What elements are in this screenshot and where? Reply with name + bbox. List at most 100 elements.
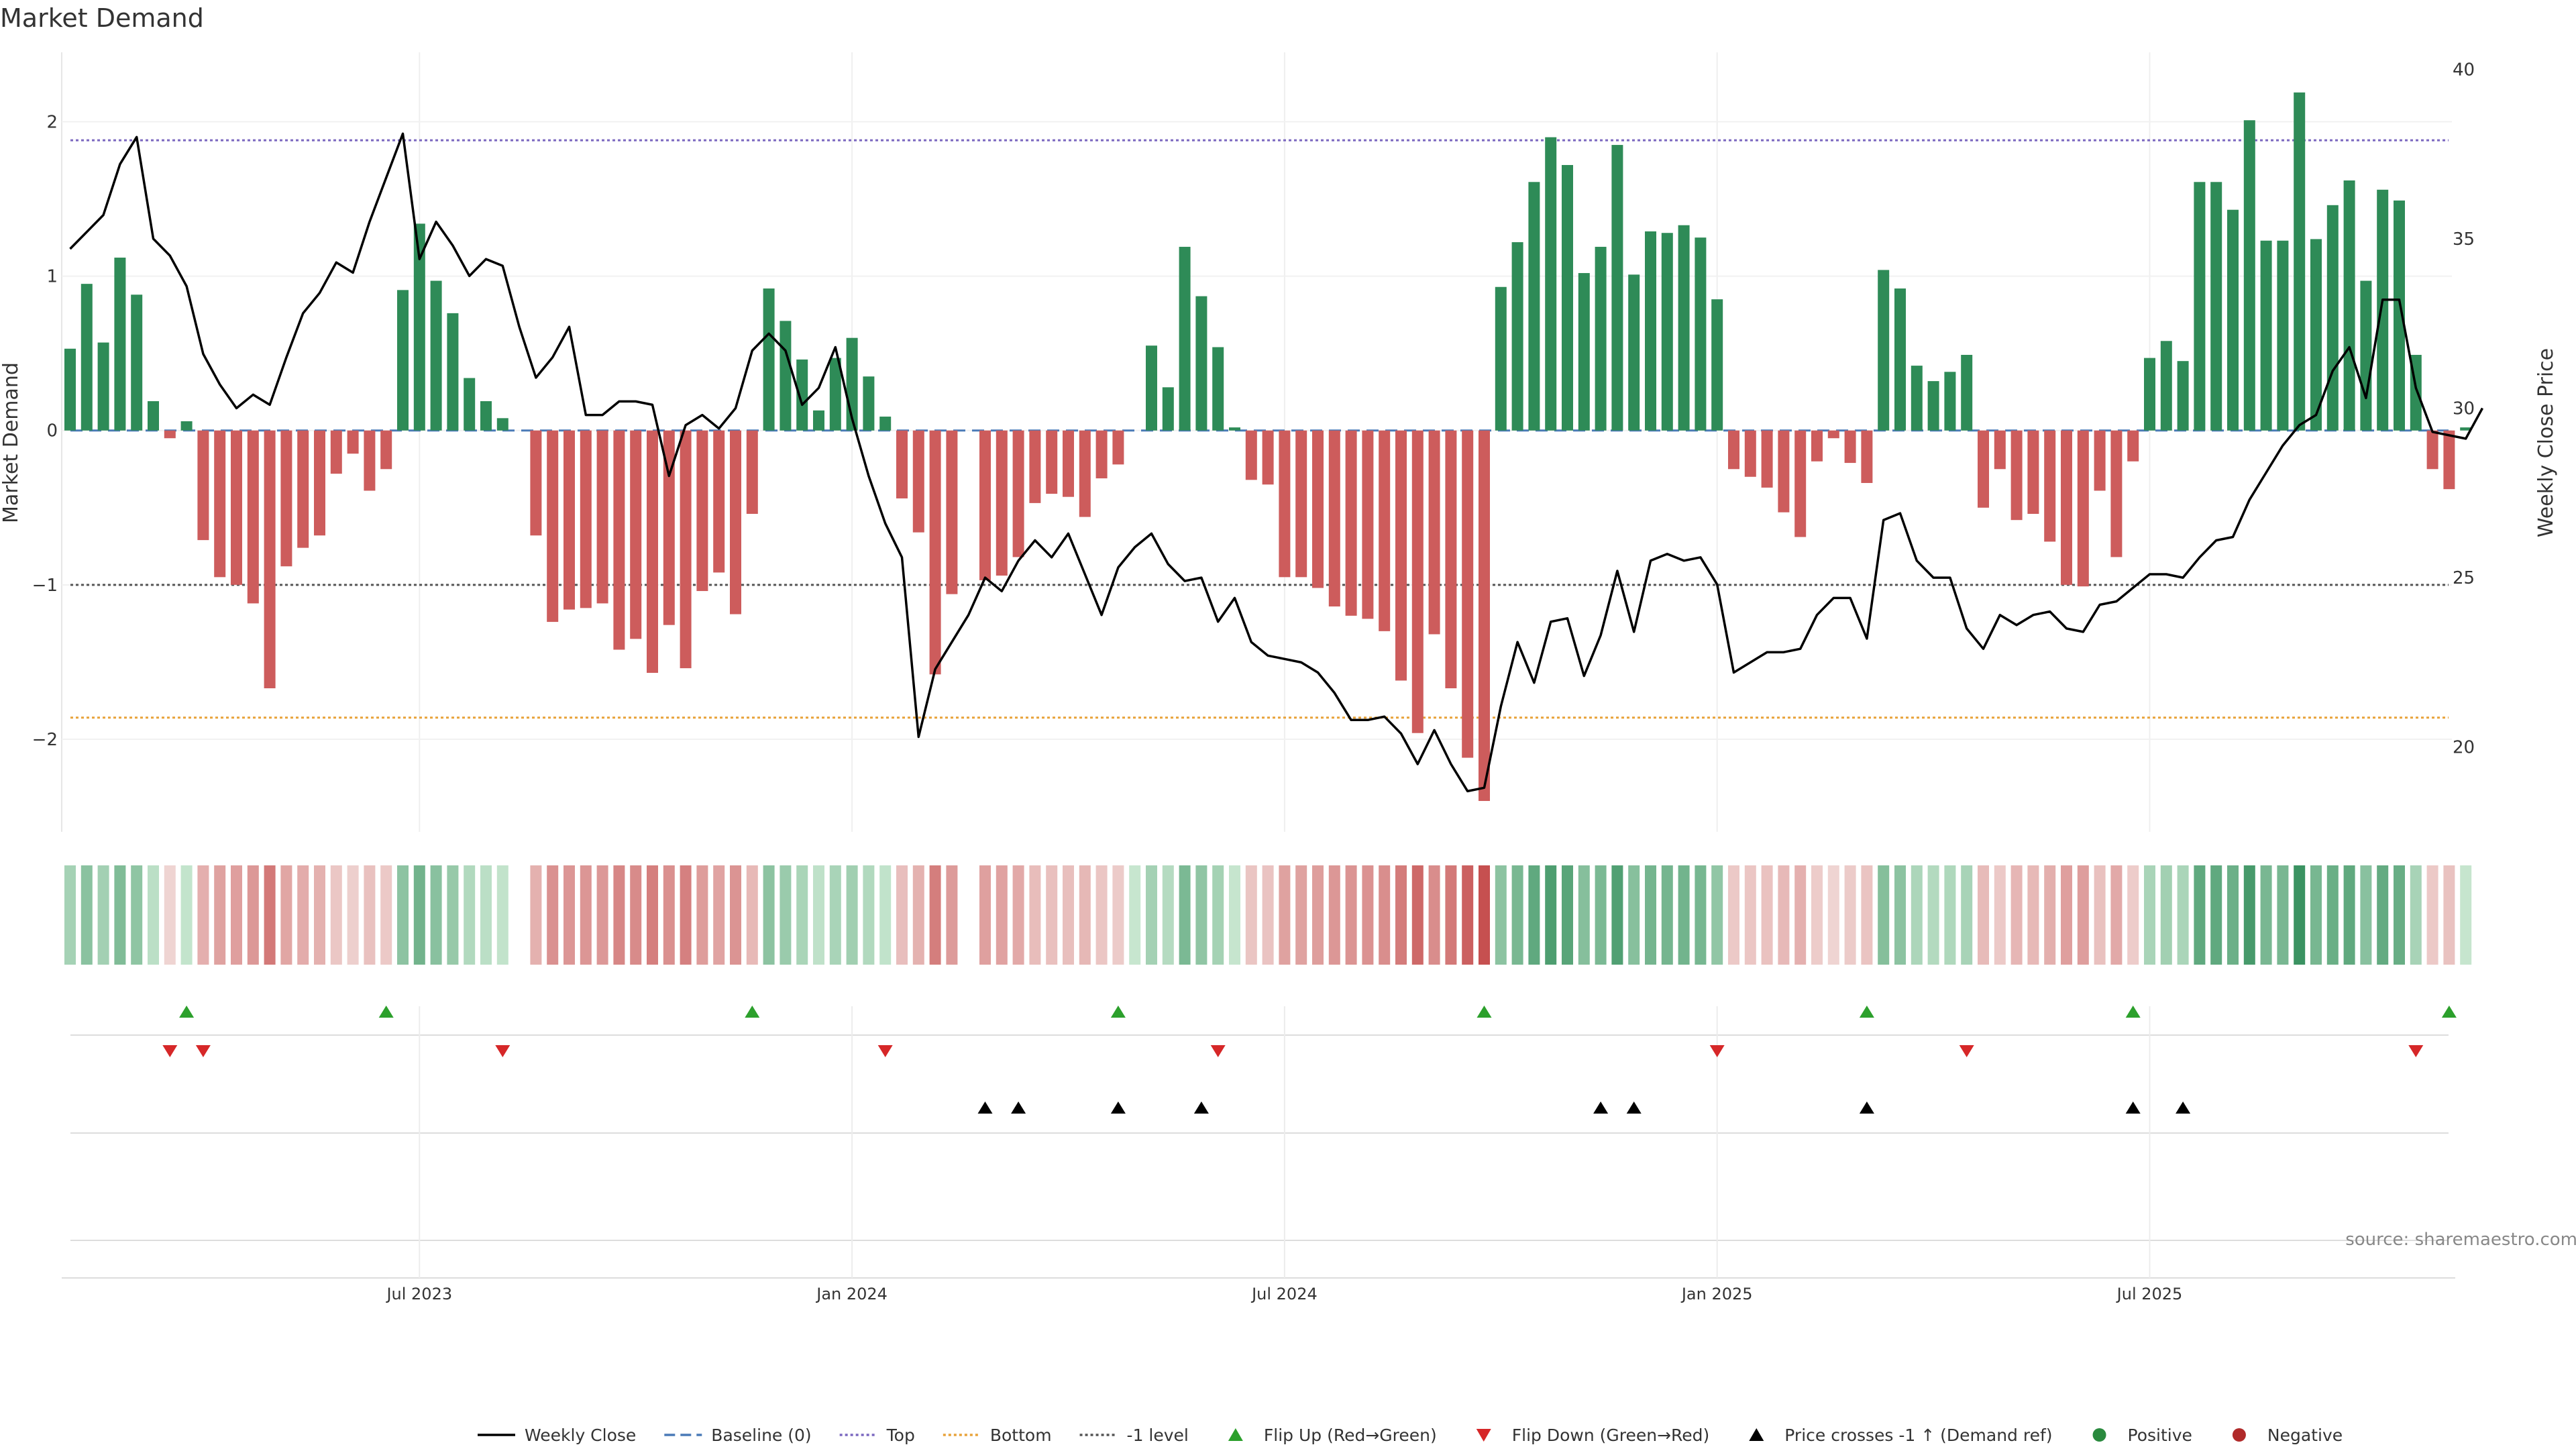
demand-bar-104 xyxy=(1794,430,1807,537)
heat-cell-21 xyxy=(413,865,425,965)
y-left-tick-0: 2 xyxy=(46,113,58,133)
demand-bar-33 xyxy=(613,430,625,650)
heat-cell-20 xyxy=(397,865,409,965)
legend-label-9: Negative xyxy=(2267,1426,2343,1445)
legend-item-1: Baseline (0) xyxy=(664,1426,812,1445)
demand-bar-49 xyxy=(879,417,892,431)
price-cross-marker-0 xyxy=(977,1102,993,1114)
demand-bar-73 xyxy=(1279,430,1291,578)
flip-down-marker-7 xyxy=(2408,1045,2424,1057)
heat-cell-88 xyxy=(1528,865,1540,965)
legend-icon-5 xyxy=(1228,1428,1243,1441)
heat-cell-80 xyxy=(1395,865,1407,965)
heat-cell-64 xyxy=(1129,865,1141,965)
legend-item-0: Weekly Close xyxy=(478,1426,636,1445)
demand-bar-87 xyxy=(1511,242,1523,431)
demand-bar-101 xyxy=(1744,430,1756,477)
legend-item-9: Negative xyxy=(2232,1426,2343,1445)
demand-bar-2 xyxy=(97,342,109,431)
heat-cell-22 xyxy=(430,865,442,965)
heat-cell-25 xyxy=(480,865,492,965)
demand-bar-70 xyxy=(1229,427,1240,431)
heat-cell-126 xyxy=(2160,865,2172,965)
legend-item-7: Price crosses -1 ↑ (Demand ref) xyxy=(1749,1426,2053,1445)
demand-bar-143 xyxy=(2443,430,2455,490)
heat-cell-39 xyxy=(713,865,725,965)
demand-bar-103 xyxy=(1778,430,1790,513)
heat-cell-127 xyxy=(2177,865,2189,965)
legend-icon-9 xyxy=(2232,1428,2246,1442)
demand-bar-6 xyxy=(164,430,176,439)
price-cross-marker-5 xyxy=(1626,1102,1642,1114)
demand-bar-106 xyxy=(1827,430,1839,439)
demand-bar-48 xyxy=(863,376,875,431)
heat-cell-120 xyxy=(2061,865,2072,965)
heat-cell-97 xyxy=(1678,865,1690,965)
legend-label-4: -1 level xyxy=(1127,1426,1189,1445)
flip-down-marker-2 xyxy=(495,1045,511,1057)
heat-cell-101 xyxy=(1744,865,1756,965)
demand-bar-76 xyxy=(1328,430,1340,607)
demand-bar-86 xyxy=(1495,286,1507,431)
demand-bar-127 xyxy=(2177,361,2189,431)
heat-cell-140 xyxy=(2394,865,2405,965)
demand-bar-18 xyxy=(364,430,376,491)
heat-cell-82 xyxy=(1428,865,1440,965)
heat-cell-0 xyxy=(64,865,76,965)
demand-bar-4 xyxy=(131,294,143,431)
heat-cell-67 xyxy=(1179,865,1191,965)
heat-cell-14 xyxy=(297,865,309,965)
legend-label-7: Price crosses -1 ↑ (Demand ref) xyxy=(1784,1426,2052,1445)
heat-cell-45 xyxy=(813,865,824,965)
demand-bar-68 xyxy=(1195,296,1208,431)
legend-icon-8 xyxy=(2092,1428,2106,1442)
heat-cell-28 xyxy=(530,865,542,965)
legend-item-6: Flip Down (Green→Red) xyxy=(1476,1426,1709,1445)
heat-cell-19 xyxy=(380,865,392,965)
heat-cell-36 xyxy=(663,865,675,965)
demand-bar-15 xyxy=(314,430,325,536)
demand-bar-12 xyxy=(264,430,276,689)
demand-bar-105 xyxy=(1811,430,1823,462)
heat-cell-62 xyxy=(1095,865,1108,965)
demand-bar-144 xyxy=(2460,427,2472,431)
demand-bar-140 xyxy=(2394,200,2405,431)
legend-item-3: Bottom xyxy=(943,1426,1052,1445)
heat-cell-76 xyxy=(1328,865,1340,965)
heat-cell-32 xyxy=(596,865,608,965)
flip-down-marker-1 xyxy=(195,1045,211,1057)
y-left-tick-1: 1 xyxy=(46,267,58,287)
demand-bar-79 xyxy=(1379,430,1391,631)
heat-cell-112 xyxy=(1927,865,1939,965)
flip-up-marker-2 xyxy=(745,1006,760,1018)
heat-cell-136 xyxy=(2326,865,2339,965)
heat-cell-95 xyxy=(1645,865,1656,965)
heat-cell-107 xyxy=(1844,865,1856,965)
heat-cell-84 xyxy=(1462,865,1474,965)
price-cross-marker-4 xyxy=(1593,1102,1609,1114)
legend: Weekly Close Baseline (0) Top Bottom -1 leve… xyxy=(478,1426,2343,1445)
heat-cell-24 xyxy=(464,865,476,965)
demand-bar-1 xyxy=(80,284,93,431)
demand-bar-121 xyxy=(2077,430,2089,587)
demand-bar-92 xyxy=(1595,246,1607,431)
heat-cell-46 xyxy=(829,865,841,965)
flip-up-marker-7 xyxy=(2441,1006,2457,1018)
heat-cell-31 xyxy=(580,865,592,965)
heat-cell-113 xyxy=(1944,865,1956,965)
demand-bar-58 xyxy=(1029,430,1041,503)
demand-bar-124 xyxy=(2127,430,2139,462)
heat-cell-70 xyxy=(1229,865,1240,965)
demand-bar-34 xyxy=(630,430,642,639)
demand-bar-22 xyxy=(430,280,442,431)
heat-cell-68 xyxy=(1195,865,1208,965)
demand-bar-95 xyxy=(1645,231,1656,431)
heat-cell-3 xyxy=(114,865,126,965)
heat-cell-137 xyxy=(2343,865,2355,965)
heat-cell-104 xyxy=(1794,865,1807,965)
demand-bar-66 xyxy=(1162,387,1174,431)
heat-cell-66 xyxy=(1162,865,1174,965)
demand-bar-130 xyxy=(2227,209,2239,431)
heat-cell-128 xyxy=(2194,865,2206,965)
demand-bar-136 xyxy=(2326,205,2339,431)
